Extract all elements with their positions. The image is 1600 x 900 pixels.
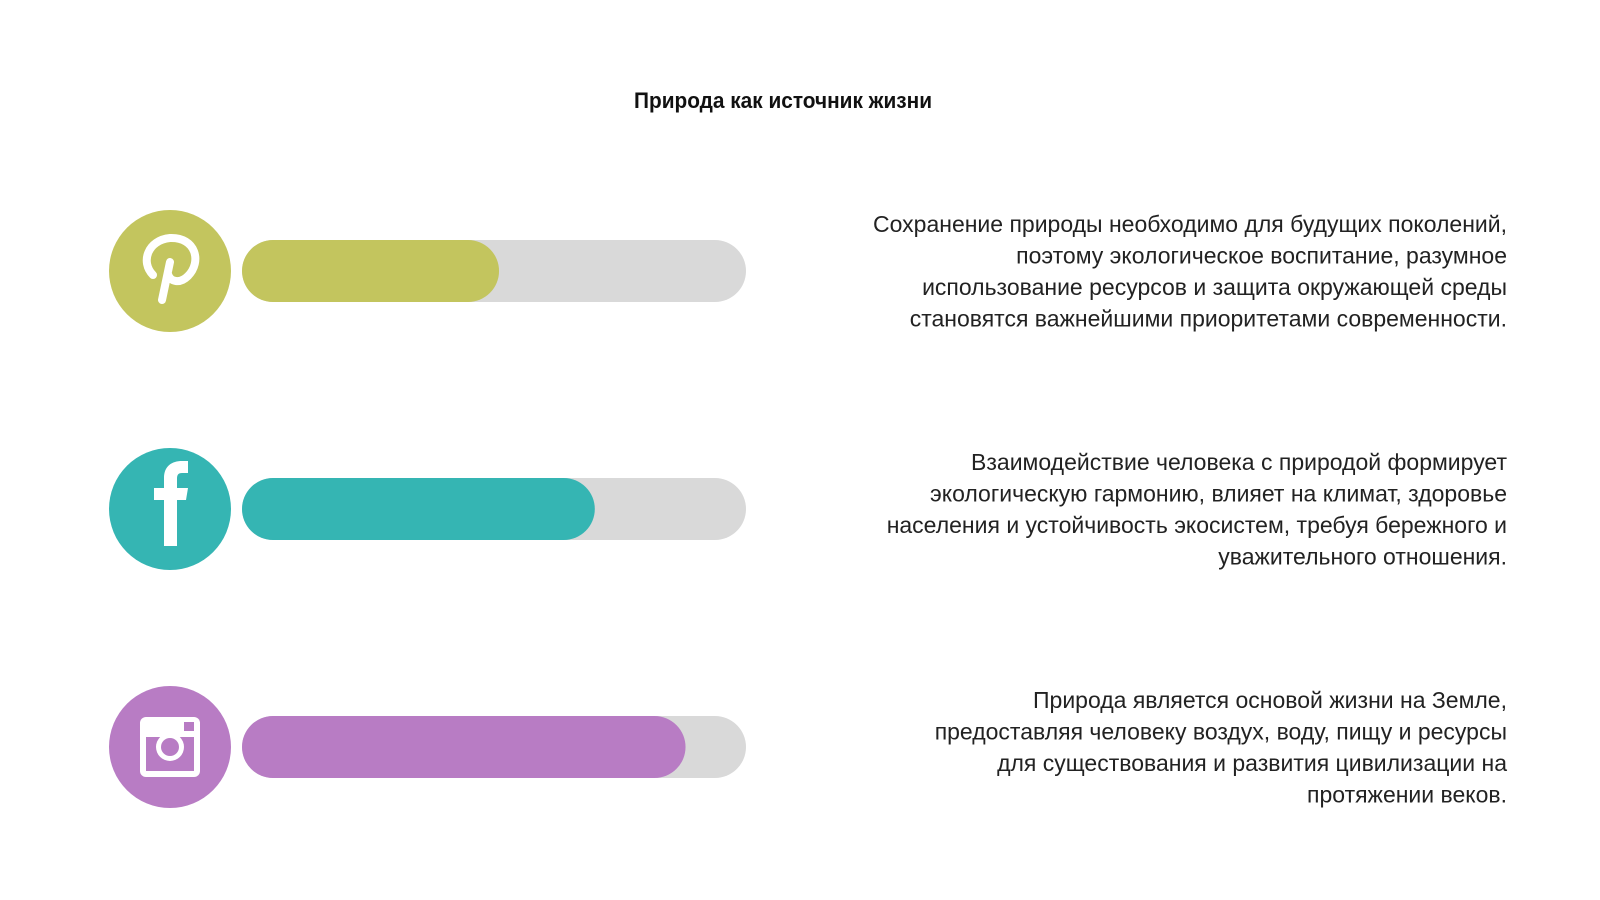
description-line: использование ресурсов и защита окружающ… <box>922 274 1507 300</box>
instagram-icon <box>109 686 231 808</box>
progress-fill <box>242 478 595 540</box>
slide-title: Природа как источник жизни <box>634 88 932 113</box>
description-line: предоставляя человеку воздух, воду, пищу… <box>935 718 1507 744</box>
progress-fill <box>242 716 686 778</box>
description-line: поэтому экологическое воспитание, разумн… <box>1016 242 1507 268</box>
facebook-icon <box>109 448 231 570</box>
description-line: протяжении веков. <box>1307 781 1507 807</box>
description-line: населения и устойчивость экосистем, треб… <box>887 512 1507 538</box>
description-line: Сохранение природы необходимо для будущи… <box>873 211 1507 237</box>
progress-fill <box>242 240 500 302</box>
description-line: экологическую гармонию, влияет на климат… <box>930 480 1507 506</box>
description-line: становятся важнейшими приоритетами совре… <box>910 305 1507 331</box>
description-line: уважительного отношения. <box>1218 543 1507 569</box>
pinterest-icon <box>109 210 231 332</box>
description-line: Взаимодействие человека с природой форми… <box>971 449 1507 475</box>
description-line: Природа является основой жизни на Земле, <box>1033 687 1507 713</box>
description-line: для существования и развития цивилизации… <box>997 750 1507 776</box>
